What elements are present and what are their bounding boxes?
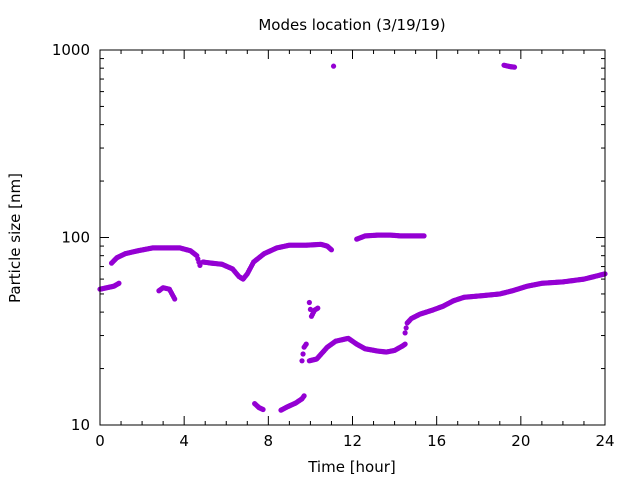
plot-frame bbox=[99, 49, 606, 426]
data-point bbox=[301, 393, 307, 399]
data-points bbox=[97, 62, 608, 413]
x-tick-label: 0 bbox=[95, 432, 105, 450]
axis-ticks bbox=[99, 49, 606, 426]
x-axis-label: Time [hour] bbox=[307, 458, 396, 476]
axis-tick-labels: 0 4 8 12 16 20 24 10 100 1000 bbox=[52, 41, 615, 450]
data-point bbox=[402, 330, 408, 336]
x-tick-label: 8 bbox=[264, 432, 274, 450]
x-tick-label: 16 bbox=[427, 432, 446, 450]
data-point bbox=[306, 299, 312, 306]
data-point bbox=[197, 262, 203, 268]
data-point bbox=[328, 247, 335, 253]
x-tick-label: 24 bbox=[595, 432, 614, 450]
data-point bbox=[402, 341, 408, 347]
x-tick-label: 4 bbox=[179, 432, 189, 450]
chart-title: Modes location (3/19/19) bbox=[258, 16, 445, 34]
data-point bbox=[315, 305, 321, 311]
y-tick-label: 100 bbox=[61, 229, 90, 247]
data-point bbox=[300, 351, 306, 357]
data-point bbox=[299, 358, 305, 364]
y-axis-label: Particle size [nm] bbox=[6, 173, 24, 303]
x-tick-label: 12 bbox=[343, 432, 362, 450]
data-point bbox=[403, 325, 409, 331]
data-point bbox=[421, 233, 427, 239]
data-point bbox=[172, 296, 178, 302]
data-point bbox=[116, 280, 122, 286]
y-tick-label: 10 bbox=[71, 416, 90, 434]
data-point bbox=[303, 341, 309, 347]
data-point bbox=[260, 406, 266, 413]
y-tick-label: 1000 bbox=[52, 41, 90, 59]
x-tick-label: 20 bbox=[511, 432, 530, 450]
data-point bbox=[511, 64, 518, 70]
data-point bbox=[330, 63, 337, 69]
